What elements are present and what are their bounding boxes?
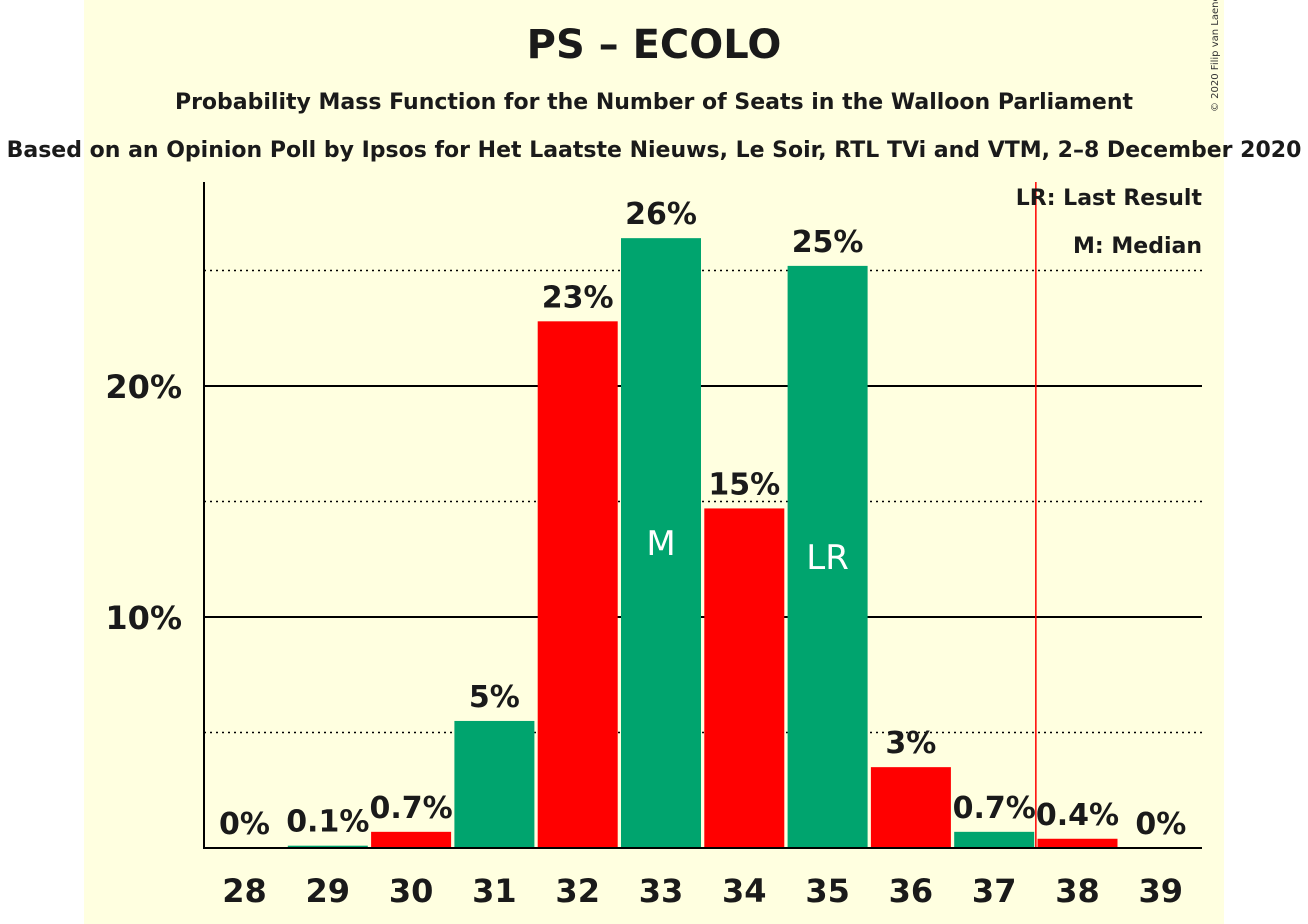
legend-median: M: Median: [1073, 234, 1202, 259]
data-label: 0.7%: [369, 791, 452, 826]
x-tick-label: 29: [306, 872, 351, 910]
bar: [1037, 838, 1118, 848]
data-label: 0%: [1135, 807, 1186, 842]
data-label: 23%: [542, 280, 614, 315]
bar: [870, 767, 951, 848]
chart-source: Based on an Opinion Poll by Ipsos for He…: [6, 138, 1302, 163]
x-tick-label: 32: [555, 872, 600, 910]
x-tick-label: 35: [805, 872, 850, 910]
bar: [704, 508, 785, 848]
x-tick-label: 34: [722, 872, 767, 910]
x-tick-label: 38: [1055, 872, 1100, 910]
bar: [621, 238, 701, 848]
legend-last-result: LR: Last Result: [1015, 186, 1202, 211]
y-tick-label: 10%: [105, 599, 182, 637]
data-label: 0%: [219, 807, 270, 842]
x-tick-label: 33: [639, 872, 684, 910]
chart-subtitle: Probability Mass Function for the Number…: [174, 90, 1134, 115]
last-result-marker: LR: [806, 538, 849, 578]
data-label: 0.1%: [286, 805, 369, 840]
data-label: 0.4%: [1036, 798, 1119, 833]
x-tick-label: 31: [472, 872, 517, 910]
data-label: 26%: [625, 197, 697, 232]
x-tick-label: 39: [1139, 872, 1184, 910]
bar: [371, 831, 452, 848]
bar: [537, 321, 618, 848]
y-tick-label: 20%: [105, 368, 182, 406]
data-label: 0.7%: [953, 791, 1036, 826]
data-label: 5%: [469, 680, 520, 715]
bar: [454, 720, 535, 848]
bar: [954, 831, 1035, 848]
chart-title: PS – ECOLO: [526, 22, 782, 68]
data-label: 25%: [792, 225, 864, 260]
x-tick-label: 37: [972, 872, 1017, 910]
data-label: 15%: [708, 467, 780, 502]
bar: [787, 265, 868, 848]
data-label: 3%: [885, 726, 936, 761]
median-marker: M: [646, 524, 675, 564]
bar: [287, 845, 368, 848]
x-tick-label: 36: [889, 872, 934, 910]
x-tick-label: 28: [222, 872, 267, 910]
x-tick-label: 30: [389, 872, 434, 910]
